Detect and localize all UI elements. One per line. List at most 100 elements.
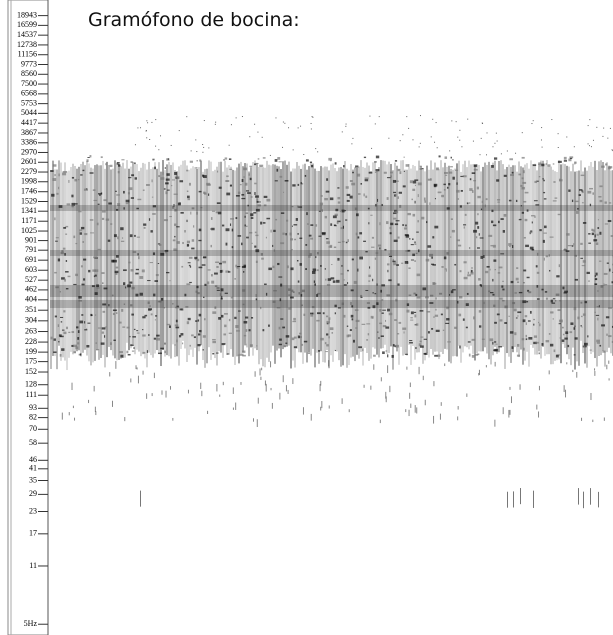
texture bbox=[307, 223, 309, 224]
texture bbox=[457, 416, 458, 420]
texture bbox=[282, 233, 284, 235]
texture bbox=[304, 164, 306, 353]
texture bbox=[143, 190, 145, 191]
texture bbox=[514, 165, 516, 347]
texture bbox=[370, 386, 371, 390]
texture bbox=[378, 337, 380, 338]
texture bbox=[524, 165, 526, 361]
texture bbox=[234, 278, 236, 280]
texture bbox=[374, 161, 377, 162]
texture bbox=[84, 321, 85, 323]
texture bbox=[222, 261, 226, 263]
texture bbox=[576, 171, 578, 361]
texture bbox=[202, 144, 203, 145]
texture bbox=[420, 310, 424, 311]
texture bbox=[407, 310, 410, 313]
texture bbox=[406, 116, 407, 117]
texture bbox=[577, 317, 579, 320]
texture bbox=[313, 268, 316, 271]
texture bbox=[523, 270, 526, 272]
texture bbox=[556, 275, 559, 277]
texture bbox=[393, 180, 396, 183]
texture bbox=[65, 271, 69, 273]
texture bbox=[194, 257, 197, 259]
texture bbox=[148, 310, 151, 311]
texture bbox=[508, 316, 509, 317]
texture bbox=[203, 147, 204, 148]
texture bbox=[375, 258, 376, 260]
texture bbox=[50, 205, 613, 211]
texture bbox=[409, 393, 410, 399]
texture bbox=[452, 159, 454, 160]
texture bbox=[76, 169, 78, 352]
texture bbox=[525, 245, 529, 247]
texture bbox=[506, 167, 508, 353]
texture bbox=[140, 491, 141, 507]
texture bbox=[600, 200, 603, 202]
texture bbox=[359, 232, 362, 234]
texture bbox=[459, 140, 460, 141]
y-tick-label: 691 bbox=[25, 255, 37, 264]
texture bbox=[403, 185, 406, 187]
texture bbox=[189, 265, 191, 266]
y-tick-label: 2970 bbox=[21, 147, 37, 156]
texture bbox=[62, 330, 65, 331]
texture bbox=[574, 162, 576, 164]
texture bbox=[109, 372, 110, 376]
texture bbox=[465, 214, 467, 216]
texture bbox=[477, 247, 480, 248]
texture bbox=[473, 230, 477, 233]
texture bbox=[328, 360, 329, 366]
texture bbox=[466, 393, 467, 396]
texture bbox=[155, 119, 156, 120]
y-tick-label: 16599 bbox=[17, 20, 37, 29]
texture bbox=[409, 342, 413, 343]
texture bbox=[155, 315, 157, 316]
texture bbox=[492, 342, 493, 345]
texture bbox=[493, 245, 496, 248]
texture bbox=[147, 122, 148, 123]
texture bbox=[608, 335, 611, 337]
texture bbox=[292, 321, 296, 322]
texture bbox=[218, 162, 220, 351]
texture bbox=[436, 330, 440, 332]
texture bbox=[156, 338, 160, 341]
texture bbox=[572, 370, 573, 372]
texture bbox=[168, 158, 169, 160]
texture bbox=[589, 145, 590, 146]
texture bbox=[236, 117, 237, 118]
texture bbox=[599, 185, 602, 187]
texture bbox=[334, 225, 337, 226]
texture bbox=[222, 172, 224, 358]
texture bbox=[425, 400, 426, 405]
texture bbox=[312, 163, 314, 348]
texture bbox=[79, 321, 83, 324]
texture bbox=[544, 198, 547, 199]
texture bbox=[410, 404, 411, 408]
texture bbox=[62, 173, 66, 176]
texture bbox=[526, 335, 527, 337]
texture bbox=[440, 414, 441, 420]
texture bbox=[392, 261, 395, 263]
texture bbox=[176, 226, 179, 227]
texture bbox=[460, 172, 462, 363]
texture bbox=[190, 345, 191, 347]
texture bbox=[84, 329, 87, 330]
texture bbox=[420, 345, 424, 347]
texture bbox=[310, 313, 313, 315]
texture bbox=[418, 194, 419, 197]
texture bbox=[164, 343, 165, 345]
texture bbox=[596, 170, 598, 366]
texture bbox=[428, 170, 430, 358]
texture bbox=[261, 258, 264, 260]
texture bbox=[217, 171, 218, 173]
texture bbox=[605, 163, 607, 165]
texture bbox=[154, 167, 156, 170]
texture bbox=[98, 204, 100, 205]
texture bbox=[400, 140, 401, 141]
texture bbox=[493, 349, 497, 351]
texture bbox=[212, 171, 214, 352]
texture bbox=[241, 198, 245, 199]
texture bbox=[590, 162, 592, 354]
texture bbox=[482, 167, 484, 351]
